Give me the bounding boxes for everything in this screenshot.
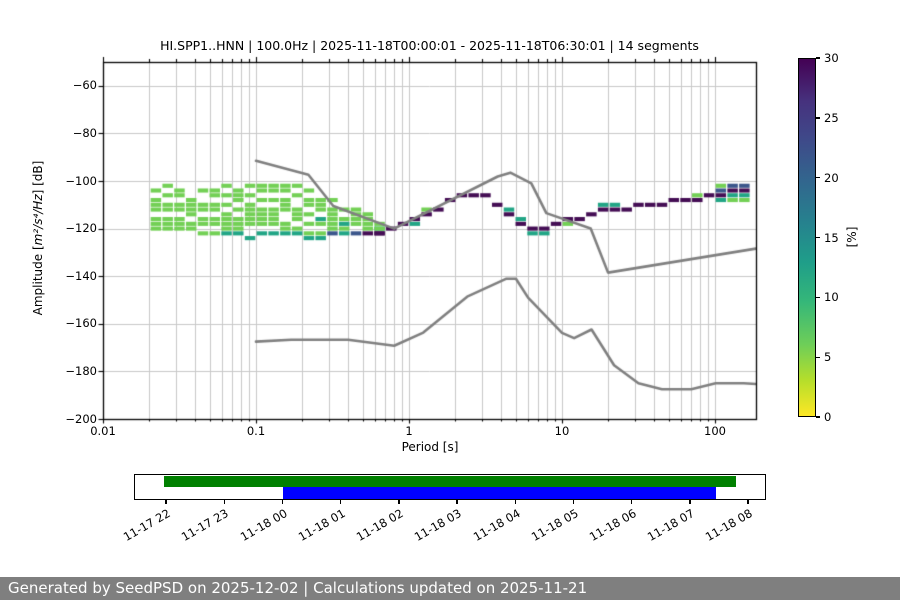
timeline-tick: [456, 500, 458, 504]
colorbar-tick-label: 15: [824, 230, 839, 245]
y-tick-label: −120: [65, 221, 97, 236]
y-tick-label: −180: [65, 363, 97, 378]
y-tick-label: −80: [72, 125, 97, 140]
colorbar-tick-label: 0: [824, 410, 832, 424]
y-tick-label: −100: [65, 173, 97, 188]
timeline-tick: [340, 500, 342, 504]
timeline-tick: [747, 500, 749, 504]
x-axis-label: Period [s]: [401, 440, 459, 454]
timeline-tick: [165, 500, 167, 504]
colorbar-tick-label: 30: [824, 51, 839, 65]
colorbar-gradient: [798, 58, 816, 417]
x-tick-label: 100: [704, 424, 726, 438]
colorbar-tick-label: 25: [824, 110, 839, 125]
colorbar-unit-label: [%]: [845, 226, 859, 248]
y-tick-label: −60: [72, 78, 97, 93]
footer-text: Generated by SeedPSD on 2025-12-02 | Cal…: [8, 579, 588, 597]
colorbar-tick: [816, 177, 820, 179]
x-tick-label: 0.01: [90, 424, 116, 438]
colorbar-tick-label: 10: [824, 290, 839, 305]
x-tick-label: 10: [554, 424, 570, 438]
colorbar-tick: [816, 236, 820, 239]
timeline-tick: [514, 500, 516, 504]
timeline-tick: [281, 500, 284, 504]
x-tick-label: 1: [405, 424, 413, 438]
colorbar-tick: [816, 57, 820, 59]
y-axis-label-units: m²/s⁴/Hz: [31, 194, 45, 246]
plot-title: HI.SPP1..HNN | 100.0Hz | 2025-11-18T00:0…: [160, 38, 699, 53]
y-tick-label: −140: [65, 268, 97, 283]
y-tick-label: −200: [65, 411, 97, 426]
colorbar-tick: [816, 356, 820, 358]
y-tick-label: −160: [65, 316, 97, 331]
timeline-tick: [223, 500, 225, 504]
timeline-tick: [398, 500, 400, 504]
coverage-bar-blue: [283, 487, 716, 499]
timeline-tick: [572, 500, 575, 504]
colorbar-tick: [816, 117, 820, 119]
timeline-tick: [631, 500, 633, 504]
colorbar-tick-label: 5: [824, 350, 832, 365]
footer-bar: Generated by SeedPSD on 2025-12-02 | Cal…: [0, 577, 900, 600]
x-tick-label: 0.1: [246, 424, 266, 438]
colorbar-tick: [816, 296, 820, 299]
timeline-tick: [689, 500, 691, 504]
colorbar-tick-label: 20: [824, 170, 839, 185]
colorbar-tick: [816, 416, 820, 418]
coverage-bar-green: [164, 475, 736, 487]
